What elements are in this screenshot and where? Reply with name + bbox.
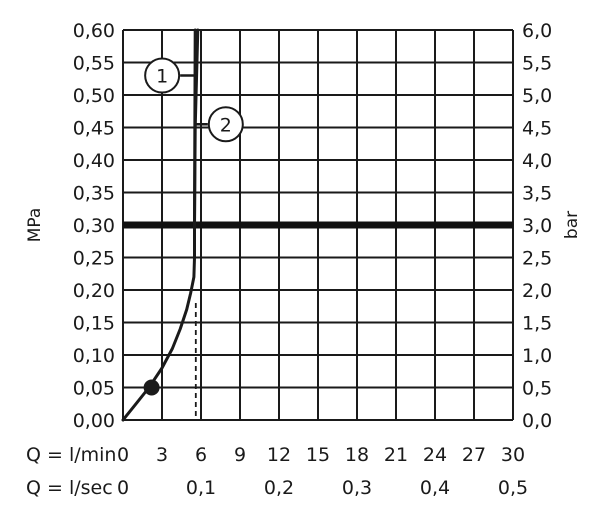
y-left-tick-label: 0,30	[73, 215, 115, 237]
y-left-tick-label: 0,10	[73, 345, 115, 367]
x-lmin-tick-label: 21	[384, 444, 408, 466]
y-right-tick-label: 0,0	[522, 410, 552, 432]
y-right-tick-label: 3,0	[522, 215, 552, 237]
y-right-tick-label: 3,5	[522, 183, 552, 205]
marked-point	[143, 379, 160, 396]
y-right-tick-label: 0,5	[522, 378, 552, 400]
x-lmin-tick-label: 12	[267, 444, 291, 466]
callout-label-2: 2	[220, 114, 232, 136]
x-lmin-tick-label: 27	[462, 444, 486, 466]
callout-circle-1	[144, 57, 181, 94]
y-right-tick-label: 4,0	[522, 150, 552, 172]
x-lsec-tick-label: 0,3	[342, 477, 372, 499]
y-right-tick-label: 2,5	[522, 248, 552, 270]
y-left-tick-label: 0,55	[73, 53, 115, 75]
y-left-tick-label: 0,50	[73, 85, 115, 107]
x-bottom-axis-title: Q = l/sec	[26, 477, 113, 499]
series-line-2	[193, 28, 200, 227]
x-lmin-tick-label: 30	[501, 444, 525, 466]
x-lsec-tick-label: 0,2	[264, 477, 294, 499]
y-right-tick-label: 1,0	[522, 345, 552, 367]
y-right-axis-title: bar	[562, 211, 582, 239]
x-lsec-tick-label: 0,4	[420, 477, 450, 499]
x-top-axis-title: Q = l/min	[26, 444, 116, 466]
y-left-tick-label: 0,40	[73, 150, 115, 172]
x-lmin-tick-label: 15	[306, 444, 330, 466]
callout-circle-2	[207, 106, 244, 143]
x-lsec-tick-label: 0,5	[498, 477, 528, 499]
y-left-tick-label: 0,60	[73, 20, 115, 42]
y-right-tick-label: 1,5	[522, 313, 552, 335]
x-lmin-tick-label: 18	[345, 444, 369, 466]
y-left-tick-label: 0,00	[73, 410, 115, 432]
y-right-tick-label: 4,5	[522, 118, 552, 140]
y-left-tick-label: 0,15	[73, 313, 115, 335]
y-left-tick-label: 0,05	[73, 378, 115, 400]
y-right-tick-label: 5,0	[522, 85, 552, 107]
x-lmin-tick-label: 9	[234, 444, 246, 466]
callout-label-1: 1	[156, 66, 168, 88]
x-lmin-tick-label: 3	[156, 444, 168, 466]
y-left-tick-label: 0,25	[73, 248, 115, 270]
y-left-tick-label: 0,45	[73, 118, 115, 140]
x-lmin-tick-label: 0	[117, 444, 129, 466]
x-lmin-tick-label: 6	[195, 444, 207, 466]
y-left-tick-label: 0,20	[73, 280, 115, 302]
x-lmin-tick-label: 24	[423, 444, 447, 466]
x-lsec-tick-label: 0,1	[186, 477, 216, 499]
y-right-tick-label: 6,0	[522, 20, 552, 42]
y-left-tick-label: 0,35	[73, 183, 115, 205]
tick-labels: 0,000,050,100,150,200,250,300,350,400,45…	[73, 20, 553, 499]
x-lsec-tick-label: 0	[117, 477, 129, 499]
y-right-tick-label: 2,0	[522, 280, 552, 302]
y-left-axis-title: MPa	[25, 208, 45, 243]
plot-area: 12	[121, 28, 513, 422]
y-right-tick-label: 5,5	[522, 53, 552, 75]
